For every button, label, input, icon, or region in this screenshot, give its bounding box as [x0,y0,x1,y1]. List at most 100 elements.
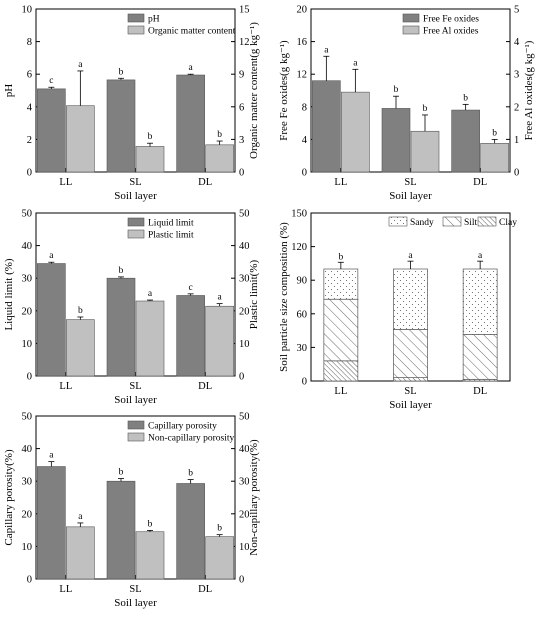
y-tick-label: 10 [22,339,33,350]
significance-letter: a [78,60,83,70]
y-tick-label: 20 [22,509,33,520]
significance-letter: a [49,251,54,261]
bar-free-fe-oxides [451,109,480,173]
bar-plastic-limit [205,305,234,377]
y-tick-label: 40 [22,241,33,252]
y2-tick-label: 40 [239,444,250,455]
y2-tick-label: 0 [514,168,519,179]
stack-sandy [393,268,428,330]
x-tick-label: SL [404,177,416,188]
bar-non-capillary-porosity [135,531,165,580]
legend-label-liquid-limit: Liquid limit [148,219,194,229]
panel-particle-size: 0 30 60 90 120 150 LL SL DL Soil layer Soil partic… [278,209,517,412]
y2-axis-title: Organic matter content(g kg⁻¹) [248,22,260,159]
legend-label-silt: Silt [464,218,478,228]
y-axis-title: pH [3,84,15,98]
legend-swatch-non-capillary-porosity [127,432,145,442]
y-tick-label: 90 [297,276,308,287]
panel-liquid-plastic-limit: 0 10 20 30 40 50 0 10 20 30 40 50 LL SL DL Soil layer Li… [3,209,260,407]
significance-letter: b [492,128,497,138]
y-tick-label: 20 [297,5,308,16]
x-tick-label: SL [129,584,141,595]
y2-tick-label: 0 [239,372,244,383]
x-tick-label: DL [198,584,212,595]
bar-plastic-limit [135,300,165,377]
bar-plastic-limit [66,319,95,377]
y2-tick-label: 20 [239,306,250,317]
significance-letter: a [78,512,83,522]
significance-letter: b [148,132,153,142]
y-tick-label: 30 [22,477,33,488]
x-tick-label: LL [59,381,72,392]
legend-label-plastic-limit: Plastic limit [148,231,194,241]
bar-free-al-oxides [410,130,440,173]
stack-silt [393,329,428,378]
y-tick-label: 60 [297,309,308,320]
x-tick-label: LL [334,386,347,397]
legend-swatch-sandy [388,216,408,227]
x-tick-label: LL [59,584,72,595]
y-tick-label: 10 [22,542,33,553]
significance-letter: b [78,306,83,316]
y-tick-label: 50 [22,412,33,423]
bar-organic-matter-content [205,144,234,173]
legend-swatch-plastic-limit [127,229,145,239]
y2-tick-label: 50 [239,412,250,423]
y-tick-label: 0 [302,168,307,179]
x-axis-title: Soil layer [114,190,157,202]
x-axis-title: Soil layer [114,597,157,609]
y-tick-label: 0 [27,168,32,179]
y-tick-label: 16 [297,37,308,48]
significance-letter: a [353,58,358,68]
significance-letter: b [188,469,193,479]
y-axis-title: Liquid limit (%) [3,258,15,330]
y2-tick-label: 20 [239,509,250,520]
y-tick-label: 8 [302,102,307,113]
legend-swatch-ph [127,13,145,23]
significance-letter: a [218,293,223,303]
y2-tick-label: 15 [239,5,250,16]
bar-free-fe-oxides [381,108,411,173]
x-tick-label: SL [129,177,141,188]
significance-letter: b [119,266,124,276]
y-axis-title: Capillary porosity(%) [3,449,15,546]
significance-letter: a [324,45,329,55]
y2-tick-label: 0 [239,168,244,179]
significance-letter: c [49,76,53,86]
y2-tick-label: 50 [239,209,250,220]
stack-silt [462,334,498,380]
panel-porosity: 0 10 20 30 40 50 0 10 20 30 40 50 LL SL DL Soil layer Ca… [3,412,260,610]
significance-letter: b [119,468,124,478]
y2-tick-label: 3 [514,70,519,81]
bar-capillary-porosity [176,483,205,580]
y-tick-label: 2 [27,135,32,146]
y2-tick-label: 10 [239,542,250,553]
legend-label-clay: Clay [499,218,517,228]
y2-tick-label: 2 [514,102,519,113]
legend-label-organic-matter-content: Organic matter content [148,27,236,37]
significance-letter: a [148,289,153,299]
legend-label-capillary-porosity: Capillary porosity [148,422,217,432]
y-tick-label: 0 [27,372,32,383]
bar-ph [106,79,136,173]
significance-letter: c [189,283,193,293]
legend-swatch-clay [477,216,497,227]
bar-organic-matter-content [135,146,165,173]
x-tick-label: LL [59,177,72,188]
y-tick-label: 0 [27,575,32,586]
y2-axis-title: Non-capillary porosity(%) [248,439,260,556]
y2-tick-label: 1 [514,135,519,146]
x-tick-label: LL [334,177,347,188]
bar-capillary-porosity [106,480,136,580]
legend-label-non-capillary-porosity: Non-capillary porosity [148,434,235,444]
bar-liquid-limit [176,295,205,377]
significance-letter: b [423,104,428,114]
legend-label-ph: pH [148,15,160,25]
legend-swatch-capillary-porosity [127,420,145,430]
y2-tick-label: 5 [514,5,519,16]
y2-tick-label: 40 [239,241,250,252]
y-axis-title: Soil particle size composition (%) [278,222,290,372]
stack-silt [323,298,359,362]
